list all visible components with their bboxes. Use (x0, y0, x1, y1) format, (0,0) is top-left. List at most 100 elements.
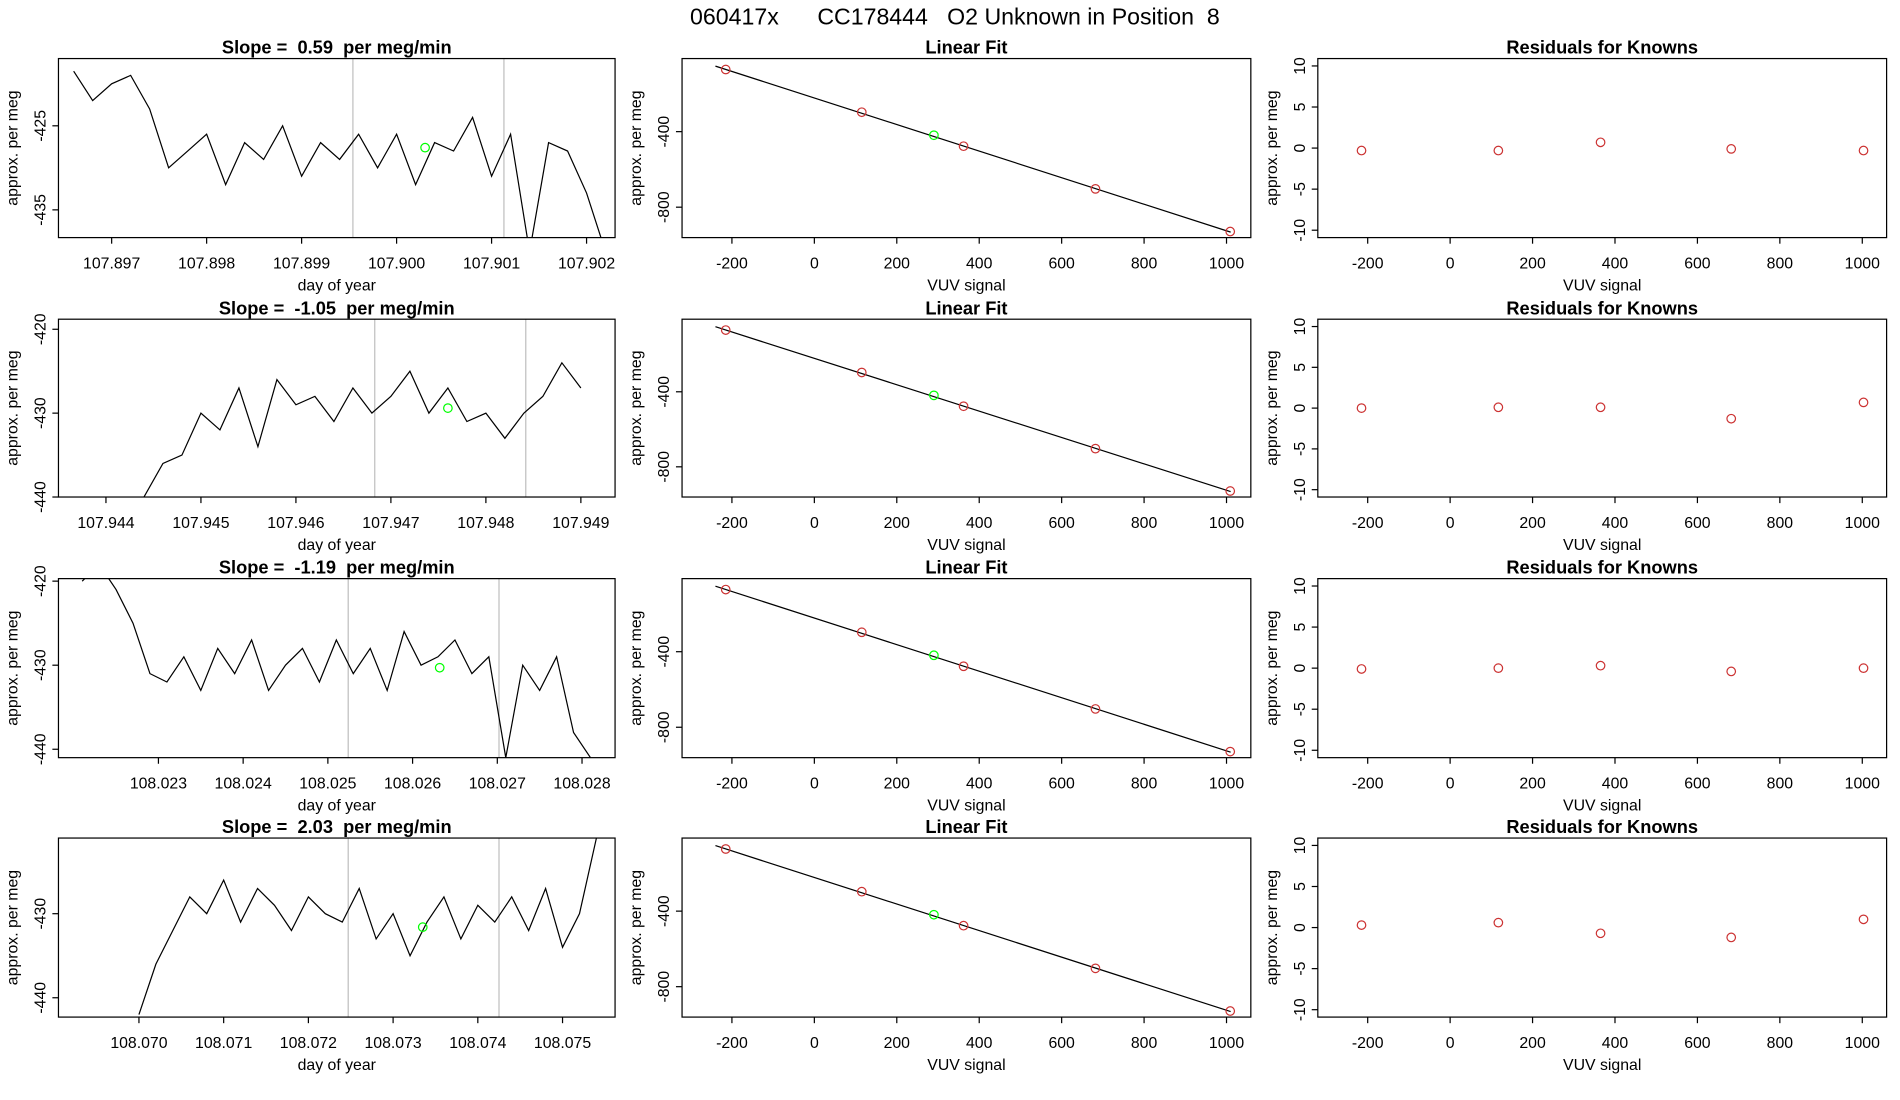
x-tick-label: 800 (1767, 515, 1794, 532)
panel: Slope = 0.59 per meg/min day of year appro… (5, 37, 616, 295)
point (1858, 397, 1869, 408)
y-tick-label: 10 (1292, 836, 1309, 854)
y-axis-label: approx. per meg (628, 611, 645, 726)
x-tick-label: 107.900 (368, 256, 425, 273)
x-tick-label: 1000 (1209, 1035, 1244, 1052)
y-axis-label: approx. per meg (5, 350, 22, 465)
y-tick-label: -400 (656, 116, 673, 148)
x-axis-label: VUV signal (927, 278, 1005, 295)
fit-line (715, 845, 1231, 1013)
point (1858, 914, 1869, 925)
y-axis-label: approx. per meg (628, 90, 645, 205)
point (1090, 443, 1101, 454)
plot-frame (681, 57, 1252, 239)
y-tick-label: -400 (656, 895, 673, 927)
point (856, 367, 867, 378)
plot-frame (57, 837, 616, 1018)
y-tick-label: -10 (1292, 219, 1309, 242)
y-axis-label: approx. per meg (5, 90, 22, 205)
x-tick-label: 800 (1131, 256, 1158, 273)
y-tick-label: -430 (33, 397, 50, 429)
y-tick-label: -800 (656, 971, 673, 1003)
y-axis-label: approx. per meg (1264, 90, 1281, 205)
point (1493, 663, 1504, 674)
highlight-point (417, 922, 428, 933)
y-tick-label: -440 (33, 733, 50, 765)
y-tick-label: 10 (1292, 57, 1309, 75)
x-tick-label: 1000 (1845, 256, 1880, 273)
x-tick-label: 400 (966, 1035, 993, 1052)
point (1595, 137, 1606, 148)
x-tick-label: 108.071 (195, 1035, 252, 1052)
x-tick-label: 108.028 (553, 776, 610, 793)
x-tick-label: 108.070 (110, 1035, 167, 1052)
panel: Linear Fit VUV signal approx. per meg -200 0… (628, 557, 1252, 815)
plot-frame (1317, 57, 1888, 239)
panel: Residuals for Knowns VUV signal approx. pe… (1264, 297, 1888, 554)
panel: Linear Fit VUV signal approx. per meg -200 0… (628, 37, 1252, 295)
y-axis-label: approx. per meg (1264, 870, 1281, 985)
x-axis-label: VUV signal (927, 798, 1005, 815)
y-tick-label: 5 (1292, 882, 1309, 891)
point (1858, 145, 1869, 156)
x-axis-label: day of year (298, 1057, 377, 1074)
x-tick-label: 108.026 (384, 776, 441, 793)
y-tick-label: 5 (1292, 102, 1309, 111)
x-tick-label: 108.074 (449, 1035, 506, 1052)
plot-area (143, 319, 582, 498)
plot-frame (57, 57, 616, 239)
y-axis-label: approx. per meg (1264, 350, 1281, 465)
panel-title: Residuals for Knowns (1506, 37, 1698, 58)
x-tick-label: 0 (810, 256, 819, 273)
fit-line (715, 585, 1231, 753)
point (1726, 666, 1737, 677)
x-tick-label: 0 (1446, 515, 1455, 532)
fit-line (715, 326, 1231, 493)
x-tick-label: 200 (884, 515, 911, 532)
x-tick-label: 108.075 (534, 1035, 591, 1052)
y-tick-label: -5 (1292, 961, 1309, 975)
y-tick-label: 5 (1292, 622, 1309, 631)
x-tick-label: 0 (810, 1035, 819, 1052)
x-tick-label: 400 (1602, 776, 1629, 793)
y-tick-label: -5 (1292, 182, 1309, 196)
x-axis-label: day of year (298, 537, 377, 554)
y-tick-label: -10 (1292, 739, 1309, 762)
point (958, 661, 969, 672)
highlight-point (420, 142, 430, 153)
plot-area (715, 584, 1236, 757)
panel-title: Linear Fit (925, 37, 1007, 58)
x-tick-label: -200 (716, 256, 748, 273)
point (720, 325, 731, 335)
point (720, 584, 731, 595)
point (1858, 663, 1869, 674)
x-tick-label: 800 (1767, 776, 1794, 793)
plot-frame (1317, 578, 1888, 759)
point (1595, 928, 1606, 939)
x-tick-label: 200 (1519, 256, 1546, 273)
point (1493, 917, 1504, 928)
y-tick-label: -420 (33, 565, 50, 597)
plot-area (715, 64, 1236, 237)
point (1356, 403, 1367, 413)
x-tick-label: 600 (1684, 515, 1711, 532)
x-axis-label: VUV signal (1563, 537, 1641, 554)
y-tick-label: 10 (1292, 318, 1309, 336)
point (856, 107, 867, 118)
point (856, 886, 867, 897)
point (1726, 932, 1737, 943)
x-tick-label: -200 (1352, 776, 1384, 793)
point (1356, 664, 1367, 674)
plot-frame (681, 318, 1252, 498)
x-tick-label: 107.944 (77, 515, 134, 532)
y-axis-label: approx. per meg (628, 870, 645, 985)
x-tick-label: 107.945 (172, 515, 229, 532)
x-tick-label: 108.023 (130, 776, 187, 793)
y-axis-label: approx. per meg (5, 611, 22, 726)
plot-area (138, 838, 598, 1018)
data-line (81, 578, 592, 758)
point (1225, 1006, 1236, 1016)
x-tick-label: 200 (884, 776, 911, 793)
x-tick-label: 108.073 (364, 1035, 421, 1052)
y-tick-label: 0 (1292, 404, 1309, 413)
